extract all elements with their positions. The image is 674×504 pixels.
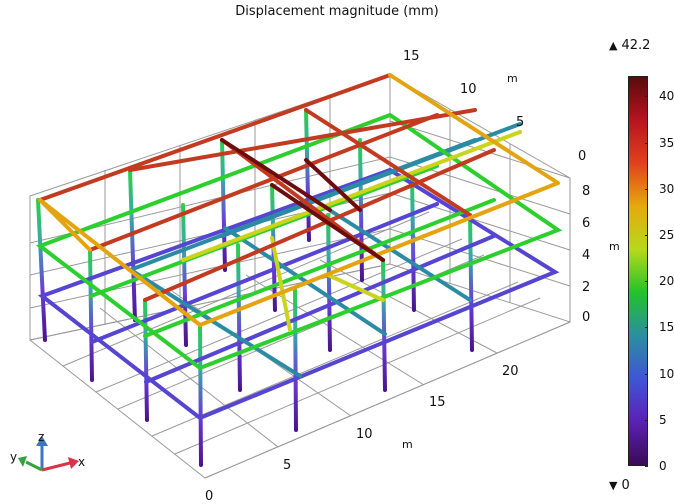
x-tick-label: 10: [356, 427, 373, 442]
legend-tick-mark: [645, 466, 648, 467]
legend-tick-label: 30: [659, 181, 674, 196]
x-axis-ticks: 0 5 10 15 20 m: [205, 364, 519, 504]
x-tick-label: 20: [502, 364, 519, 379]
y-axis-ticks: 15 10 5 0 m: [403, 49, 586, 164]
legend-tick-label: 40: [659, 89, 674, 104]
z-unit-label: m: [609, 240, 620, 253]
y-tick-label: 10: [460, 82, 477, 97]
frame-structure: [35, 73, 563, 467]
legend-tick-label: 25: [659, 227, 674, 242]
legend-tick-mark: [645, 188, 648, 190]
y-unit-label: m: [507, 72, 518, 85]
z-tick-label: 4: [582, 248, 590, 263]
x-tick-label: 15: [429, 395, 446, 410]
y-tick-label: 0: [578, 149, 586, 164]
legend-tick-label: 5: [659, 412, 667, 427]
z-tick-label: 6: [582, 216, 590, 231]
color-legend-bar: [628, 76, 648, 466]
orientation-triad: z x y: [10, 430, 85, 472]
x-tick-label: 5: [283, 458, 291, 473]
legend-tick-mark: [645, 142, 648, 144]
y-tick-label: 5: [516, 115, 524, 130]
y-tick-label: 15: [403, 49, 420, 64]
triad-x-label: x: [78, 455, 85, 469]
z-axis-ticks: 8 6 4 2 0 m: [582, 184, 620, 325]
legend-tick-mark: [645, 96, 648, 98]
x-tick-label: 0: [205, 489, 213, 504]
plot-title: Displacement magnitude (mm): [235, 4, 439, 19]
legend-tick-label: 20: [659, 274, 674, 289]
z-tick-label: 0: [582, 310, 590, 325]
triad-y-label: y: [10, 450, 17, 464]
legend-tick-label: 15: [659, 320, 674, 335]
legend-tick-mark: [645, 281, 648, 283]
legend-tick-mark: [645, 327, 648, 329]
z-tick-label: 8: [582, 184, 590, 199]
legend-tick-label: 35: [659, 135, 674, 150]
triad-z-label: z: [38, 430, 44, 444]
legend-tick-mark: [645, 419, 648, 421]
legend-tick-mark: [645, 373, 648, 375]
z-tick-label: 2: [582, 280, 590, 295]
legend-tick-label: 10: [659, 366, 674, 381]
legend-min-value: ▼ 0: [609, 478, 630, 493]
axis-grid: [29, 74, 571, 479]
legend-max-value: ▲ 42.2: [609, 38, 651, 53]
legend-tick-mark: [645, 234, 648, 236]
x-unit-label: m: [402, 438, 413, 451]
legend-tick-label: 0: [659, 459, 667, 473]
